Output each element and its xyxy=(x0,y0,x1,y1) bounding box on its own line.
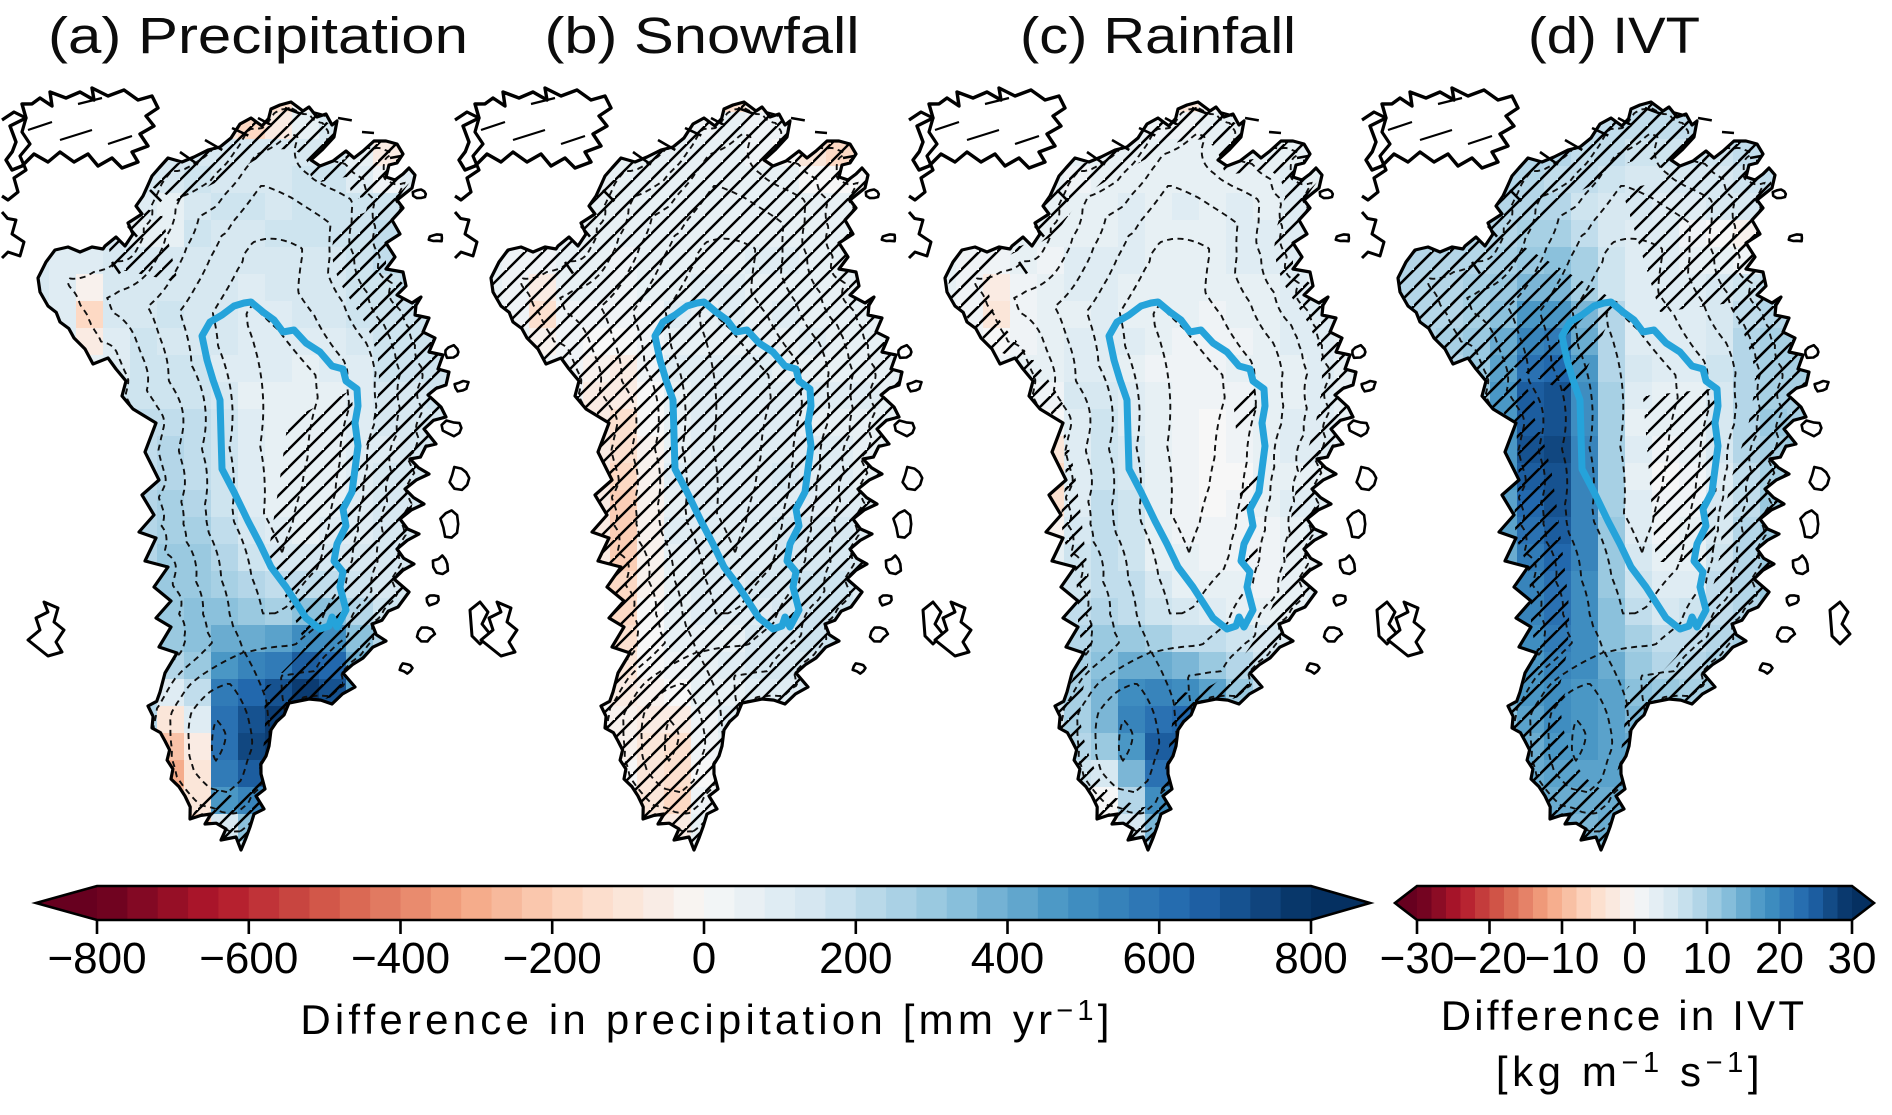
svg-text:200: 200 xyxy=(819,934,892,983)
svg-text:30: 30 xyxy=(1828,934,1877,983)
svg-text:−200: −200 xyxy=(503,934,602,983)
svg-text:400: 400 xyxy=(971,934,1044,983)
svg-text:0: 0 xyxy=(1622,934,1646,983)
svg-text:−800: −800 xyxy=(47,934,146,983)
svg-text:800: 800 xyxy=(1274,934,1347,983)
svg-text:−10: −10 xyxy=(1525,934,1600,983)
svg-text:(b) Snowfall: (b) Snowfall xyxy=(545,7,860,64)
svg-text:−20: −20 xyxy=(1452,934,1527,983)
svg-text:Difference in precipitation [m: Difference in precipitation [mm yr−1] xyxy=(300,995,1113,1043)
svg-text:20: 20 xyxy=(1755,934,1804,983)
svg-text:10: 10 xyxy=(1683,934,1732,983)
svg-text:−600: −600 xyxy=(199,934,298,983)
svg-text:Difference in IVT: Difference in IVT xyxy=(1441,992,1807,1039)
svg-text:0: 0 xyxy=(692,934,716,983)
svg-text:−400: −400 xyxy=(351,934,450,983)
svg-text:−30: −30 xyxy=(1380,934,1455,983)
svg-text:600: 600 xyxy=(1122,934,1195,983)
svg-text:(d) IVT: (d) IVT xyxy=(1528,7,1700,64)
svg-text:(c) Rainfall: (c) Rainfall xyxy=(1020,7,1296,64)
svg-text:(a) Precipitation: (a) Precipitation xyxy=(48,7,468,64)
